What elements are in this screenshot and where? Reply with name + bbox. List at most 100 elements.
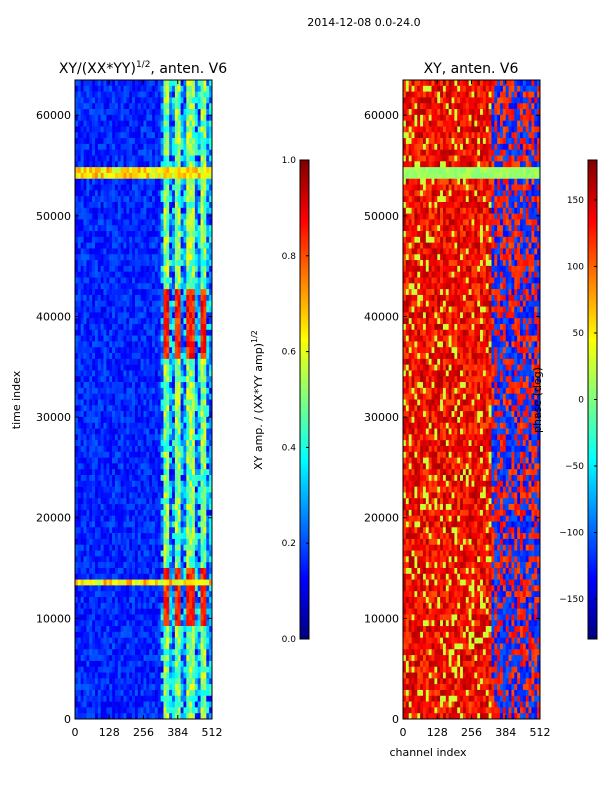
heatmap-cell [106, 172, 110, 180]
heatmap-cell [149, 492, 153, 499]
heatmap-cell [183, 504, 187, 511]
heatmap-cell [83, 300, 87, 307]
heatmap-cell [103, 242, 107, 249]
heatmap-cell [140, 445, 144, 453]
heatmap-cell [92, 161, 96, 168]
heatmap-cell [97, 527, 101, 534]
heatmap-cell [209, 504, 213, 511]
heatmap-cell [177, 161, 181, 168]
heatmap-cell [203, 312, 207, 319]
heatmap-cell [172, 515, 176, 522]
heatmap-cell [169, 103, 173, 110]
heatmap-cell [77, 80, 81, 87]
heatmap-cell [109, 538, 113, 546]
heatmap-cell [177, 126, 181, 133]
heatmap-cell [163, 260, 167, 267]
heatmap-cell [92, 591, 96, 598]
heatmap-cell [92, 167, 96, 174]
heatmap-cell [123, 364, 127, 371]
heatmap-cell [100, 655, 104, 662]
heatmap-cell [143, 265, 147, 272]
heatmap-cell [94, 655, 99, 662]
heatmap-cell [149, 323, 153, 331]
heatmap-cell [123, 666, 127, 673]
heatmap-cell [80, 602, 84, 609]
heatmap-cell [112, 283, 116, 290]
heatmap-cell [137, 283, 141, 290]
heatmap-cell [166, 260, 170, 267]
heatmap-cell [194, 184, 199, 191]
heatmap-cell [109, 167, 113, 174]
heatmap-cell [180, 213, 184, 220]
heatmap-cell [157, 155, 161, 162]
heatmap-cell [132, 109, 136, 116]
heatmap-cell [166, 393, 170, 400]
heatmap-cell [166, 405, 170, 412]
heatmap-cell [137, 254, 141, 261]
heatmap-cell [134, 306, 139, 313]
heatmap-cell [203, 550, 207, 557]
heatmap-cell [86, 469, 90, 476]
heatmap-cell [114, 521, 119, 528]
heatmap-cell [160, 416, 164, 424]
heatmap-cell [77, 486, 81, 493]
heatmap-cell [163, 300, 167, 307]
heatmap-cell [94, 167, 99, 174]
heatmap-cell [94, 556, 99, 563]
heatmap-cell [112, 300, 116, 307]
heatmap-cell [83, 463, 87, 470]
heatmap-cell [169, 358, 173, 365]
heatmap-cell [194, 597, 199, 604]
heatmap-cell [209, 440, 213, 447]
heatmap-cell [106, 353, 110, 360]
heatmap-cell [166, 475, 170, 482]
heatmap-cell [100, 544, 104, 551]
heatmap-cell [132, 260, 136, 267]
heatmap-cell [137, 655, 141, 662]
heatmap-cell [166, 149, 170, 156]
heatmap-cell [100, 277, 104, 284]
heatmap-cell [206, 318, 210, 325]
heatmap-cell [77, 347, 81, 354]
heatmap-cell [174, 126, 179, 133]
heatmap-cell [80, 254, 84, 261]
heatmap-cell [203, 271, 207, 278]
heatmap-cell [169, 620, 173, 627]
heatmap-cell [94, 666, 99, 673]
heatmap-cell [169, 213, 173, 220]
heatmap-cell [206, 626, 210, 633]
heatmap-cell [112, 475, 116, 482]
heatmap-cell [89, 103, 93, 110]
heatmap-cell [109, 626, 113, 633]
heatmap-cell [112, 196, 116, 203]
heatmap-cell [172, 480, 176, 487]
heatmap-cell [129, 486, 133, 493]
heatmap-cell [166, 225, 170, 232]
heatmap-cell [163, 428, 167, 435]
heatmap-cell [97, 138, 101, 145]
heatmap-cell [129, 637, 133, 644]
heatmap-cell [189, 626, 193, 633]
heatmap-cell [106, 323, 110, 331]
heatmap-cell [126, 504, 130, 511]
heatmap-cell [75, 445, 79, 453]
heatmap-cell [174, 579, 179, 586]
heatmap-cell [114, 341, 119, 348]
heatmap-cell [83, 184, 87, 191]
heatmap-cell [172, 271, 176, 278]
heatmap-cell [106, 178, 110, 185]
heatmap-cell [180, 608, 184, 615]
heatmap-cell [92, 475, 96, 482]
heatmap-cell [209, 300, 213, 307]
heatmap-cell [152, 329, 156, 336]
heatmap-cell [137, 504, 141, 511]
heatmap-cell [174, 643, 179, 650]
heatmap-cell [117, 660, 121, 668]
heatmap-cell [189, 480, 193, 487]
heatmap-cell [109, 335, 113, 342]
heatmap-cell [129, 353, 133, 360]
heatmap-cell [209, 428, 213, 435]
heatmap-cell [177, 643, 181, 650]
heatmap-cell [160, 190, 164, 197]
heatmap-cell [97, 382, 101, 389]
